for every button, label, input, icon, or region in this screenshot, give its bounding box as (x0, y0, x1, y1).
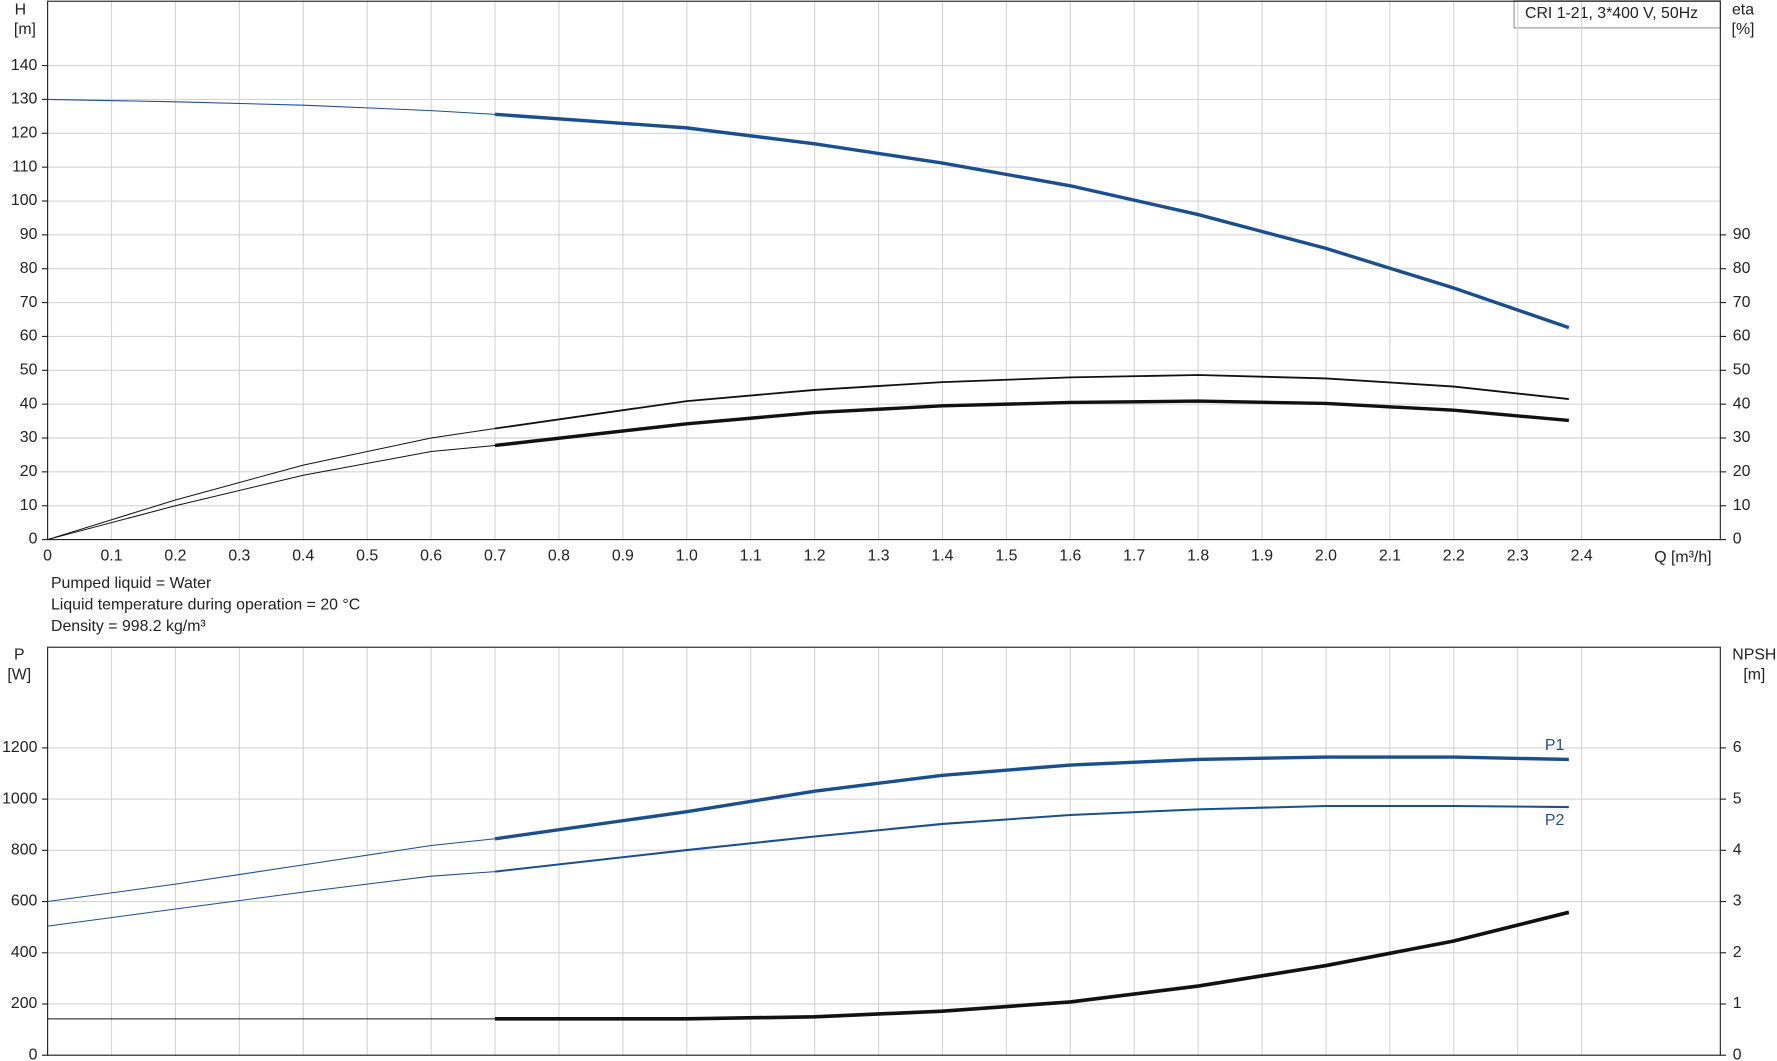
y-tick-label: 140 (11, 57, 38, 74)
x-tick-label: 1.3 (868, 548, 890, 565)
y-tick-label: 60 (20, 328, 38, 345)
x-tick-label: 1.2 (804, 548, 826, 565)
note: Liquid temperature during operation = 20… (51, 596, 360, 613)
y-tick-label: 120 (11, 124, 38, 141)
y-tick-label: 400 (11, 944, 38, 961)
y2-tick-label: 70 (1733, 294, 1751, 311)
title-box (1513, 0, 1721, 29)
note: Pumped liquid = Water (51, 575, 212, 592)
series-line (47, 428, 496, 541)
y2-tick-label: 5 (1733, 790, 1742, 807)
y2-tick-label: 4 (1733, 842, 1742, 859)
chart-title: CRI 1-21, 3*400 V, 50Hz (1525, 5, 1698, 22)
x-tick-label: 0.5 (356, 548, 378, 565)
x-tick-label: 1.9 (1251, 548, 1273, 565)
y-tick-label: 70 (20, 294, 38, 311)
y2-tick-label: 6 (1733, 739, 1742, 756)
y2-tick-label: 30 (1733, 429, 1751, 446)
y-tick-label: 0 (29, 531, 38, 548)
y-tick-label: 30 (20, 429, 38, 446)
series-line (494, 804, 1569, 873)
y2-tick-label: 0 (1733, 531, 1742, 548)
y2-tick-label: 3 (1733, 893, 1742, 910)
y2-label: eta (1732, 2, 1754, 19)
series-line (494, 399, 1569, 448)
series-line (47, 98, 496, 115)
y-tick-label: 1000 (2, 790, 37, 807)
x-tick-label: 1.1 (740, 548, 762, 565)
series-line (494, 112, 1570, 330)
x-tick-label: 1.6 (1059, 548, 1081, 565)
series-line (494, 374, 1569, 430)
series-line (47, 871, 496, 927)
y2-tick-label: 80 (1733, 260, 1751, 277)
y2-label: NPSH (1732, 646, 1776, 663)
x-tick-label: 1.5 (995, 548, 1017, 565)
x-tick-label: 0.1 (100, 548, 122, 565)
y-tick-label: 80 (20, 260, 38, 277)
note: Density = 998.2 kg/m³ (51, 618, 206, 635)
y2-tick-label: 40 (1733, 395, 1751, 412)
y-tick-label: 10 (20, 497, 38, 514)
x-tick-label: 0 (43, 548, 52, 565)
y-tick-label: 800 (11, 842, 38, 859)
y-tick-label: 50 (20, 361, 38, 378)
x-tick-label: 2.1 (1379, 548, 1401, 565)
y-label: P (14, 646, 25, 663)
y2-tick-label: 10 (1733, 497, 1751, 514)
y2-tick-label: 90 (1733, 226, 1751, 243)
x-tick-label: 2.0 (1315, 548, 1337, 565)
x-tick-label: 0.9 (612, 548, 634, 565)
y-tick-label: 200 (11, 995, 38, 1012)
x-tick-label: 0.6 (420, 548, 442, 565)
series-label: P1 (1545, 737, 1565, 754)
y-tick-label: 0 (29, 1046, 38, 1061)
y-tick-label: 110 (12, 158, 37, 175)
y-tick-label: 90 (20, 226, 38, 243)
plot-frame (47, 646, 1721, 1056)
x-tick-label: 1.7 (1123, 548, 1145, 565)
x-label: Q [m³/h] (1654, 549, 1711, 566)
x-tick-label: 1.4 (931, 548, 953, 565)
y-tick-label: 600 (11, 893, 38, 910)
y-tick-label: 100 (11, 192, 38, 209)
y-label: H (15, 2, 26, 19)
y-tick-label: 130 (11, 91, 38, 108)
x-tick-label: 0.7 (484, 548, 506, 565)
series-line (47, 444, 496, 541)
series-line (495, 910, 1570, 1021)
y2-unit: [m] (1743, 667, 1765, 684)
y-unit: [W] (7, 667, 31, 684)
y-unit: [m] (14, 21, 36, 38)
x-tick-label: 1.8 (1187, 548, 1209, 565)
x-tick-label: 0.8 (548, 548, 570, 565)
x-tick-label: 0.2 (164, 548, 186, 565)
y-tick-label: 40 (20, 395, 38, 412)
y2-tick-label: 60 (1733, 328, 1751, 345)
y2-tick-label: 1 (1733, 995, 1742, 1012)
y-tick-label: 1200 (2, 739, 37, 756)
x-tick-label: 0.4 (292, 548, 314, 565)
y2-tick-label: 0 (1733, 1046, 1742, 1061)
series-line (494, 755, 1569, 841)
y2-unit: [%] (1732, 21, 1755, 38)
x-tick-label: 0.3 (228, 548, 250, 565)
x-tick-label: 2.2 (1443, 548, 1465, 565)
plot-frame (47, 0, 1721, 541)
series-line (47, 838, 496, 903)
y-tick-label: 20 (20, 463, 38, 480)
y2-tick-label: 50 (1733, 361, 1751, 378)
x-tick-label: 1.0 (676, 548, 698, 565)
x-tick-label: 2.4 (1571, 548, 1593, 565)
y2-tick-label: 2 (1733, 944, 1742, 961)
series-label: P2 (1545, 812, 1565, 829)
x-tick-label: 2.3 (1507, 548, 1529, 565)
y2-tick-label: 20 (1733, 463, 1751, 480)
